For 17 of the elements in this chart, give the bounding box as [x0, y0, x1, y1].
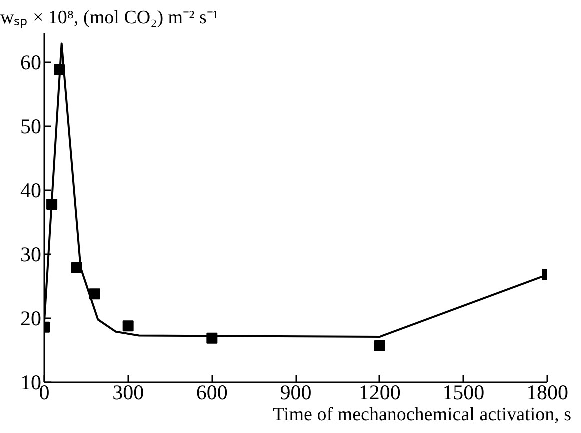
x-tick-label: 1500 [442, 380, 485, 404]
point [122, 320, 134, 332]
y-tick-label: 40 [20, 178, 42, 202]
point [89, 288, 100, 300]
y-tick-label: 10 [20, 370, 42, 394]
x-tick-label: 1200 [358, 380, 401, 404]
y-tick-label: 20 [20, 306, 42, 330]
y-tick-label: 50 [20, 114, 42, 138]
x-axis-title: Time of mechanochemical activation, s [273, 404, 572, 426]
y-tick-label: 60 [20, 50, 42, 74]
y-axis-title: wₛₚ × 10⁸, (mol CO₂) m⁻² s⁻¹ [0, 8, 219, 28]
y-tick-label: 30 [20, 242, 42, 266]
x-tick-label: 300 [112, 380, 144, 404]
x-tick-label: 1800 [526, 380, 568, 404]
x-tick-label: 900 [280, 380, 312, 404]
point [374, 340, 386, 352]
x-tick-label: 600 [196, 380, 228, 404]
